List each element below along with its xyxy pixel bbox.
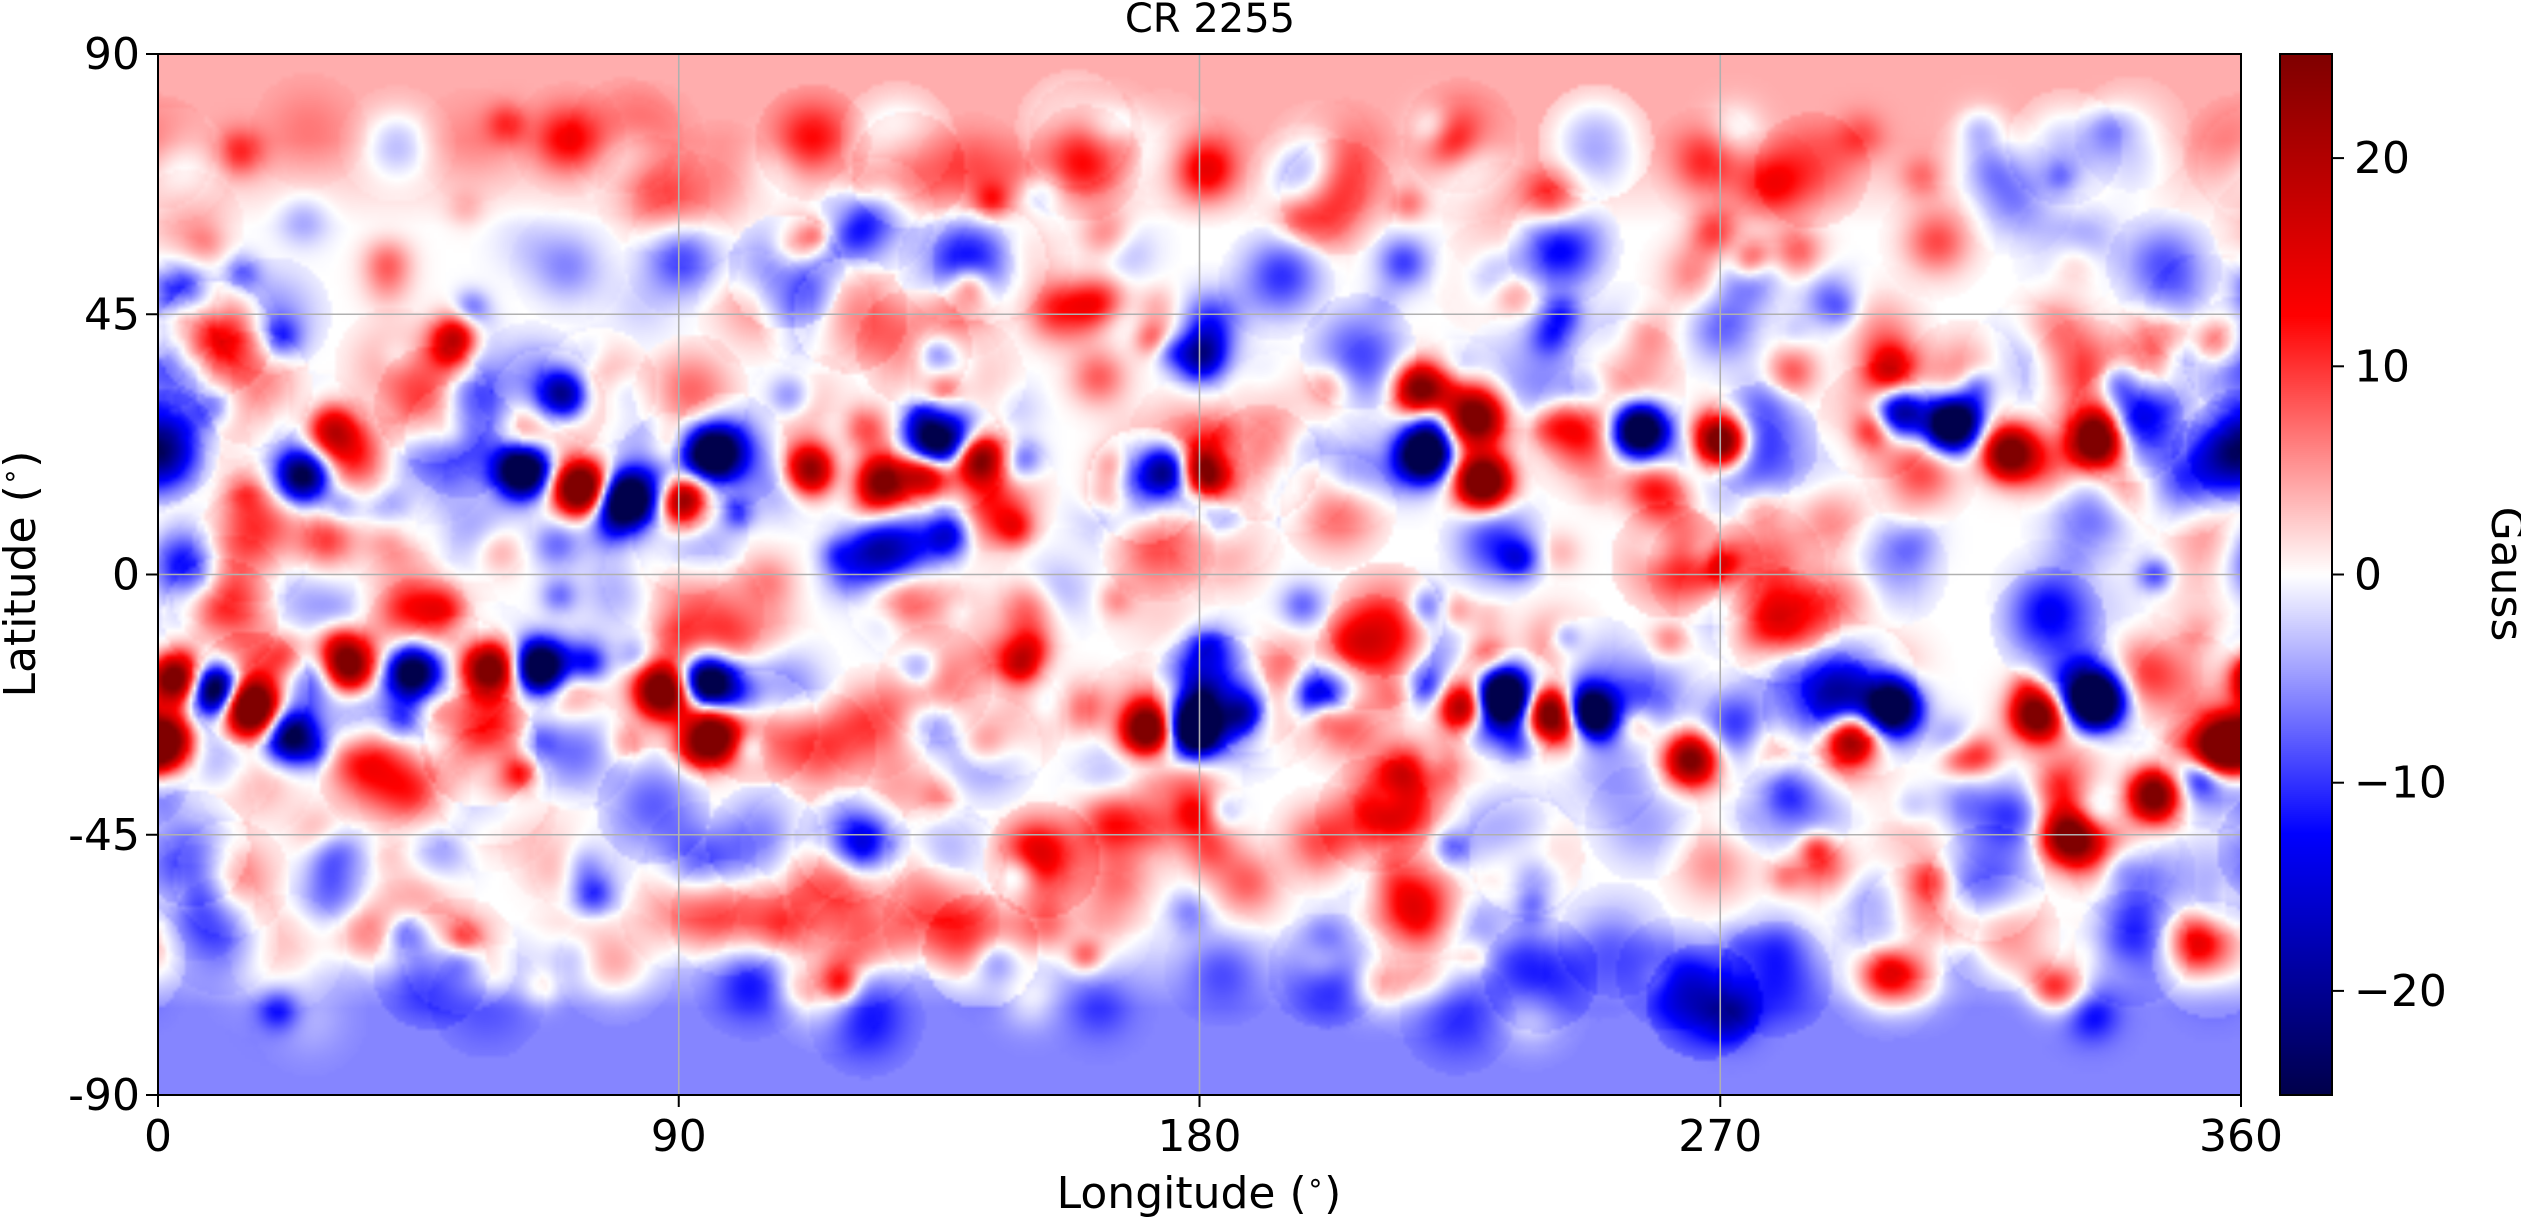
x-tick-label: 360 [2199, 1111, 2283, 1162]
gridlines [158, 54, 2241, 1095]
y-tick-label: 90 [84, 29, 140, 80]
y-axis: 90 45 0 -45 -90 [68, 29, 158, 1121]
x-tick-label: 90 [651, 1111, 707, 1162]
colorbar-ticks: 20 10 0 −10 −20 [2332, 133, 2447, 1017]
x-axis-label: Longitude (∘) [1057, 1166, 1342, 1220]
colorbar-gradient [2280, 54, 2332, 1095]
colorbar-label: Gauss [2481, 507, 2521, 642]
x-axis: 0 90 180 270 360 [144, 1095, 2283, 1162]
colorbar-tick-label: −10 [2354, 758, 2447, 809]
colorbar-tick-label: 20 [2354, 133, 2410, 184]
chart-title: CR 2255 [1125, 0, 1295, 42]
x-tick-label: 270 [1678, 1111, 1762, 1162]
y-tick-label: 0 [112, 550, 140, 601]
y-tick-label: -90 [68, 1070, 140, 1121]
colorbar-tick-label: −20 [2354, 966, 2447, 1017]
x-tick-label: 0 [144, 1111, 172, 1162]
colorbar: 20 10 0 −10 −20 Gauss [2279, 53, 2521, 1096]
colorbar-tick-label: 10 [2354, 341, 2410, 392]
colorbar-tick-label: 0 [2354, 550, 2382, 601]
y-axis-label: Latitude (∘) [0, 451, 46, 698]
x-tick-label: 180 [1158, 1111, 1242, 1162]
y-tick-label: -45 [68, 810, 140, 861]
y-tick-label: 45 [84, 289, 140, 340]
plot-area [157, 53, 2242, 1096]
